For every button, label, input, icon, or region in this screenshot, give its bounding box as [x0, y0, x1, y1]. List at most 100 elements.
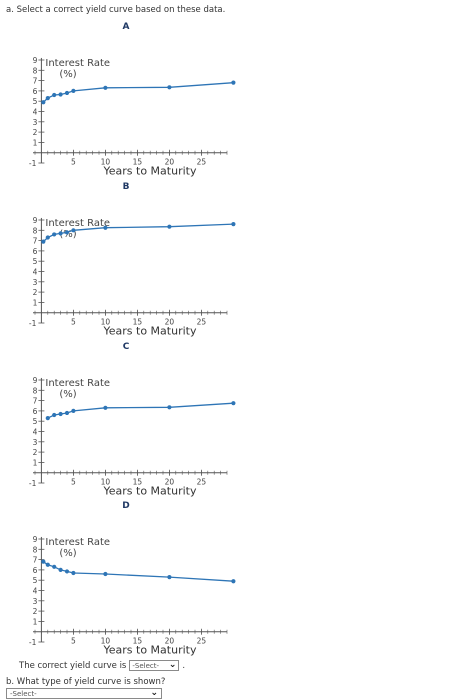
y-tick-label: -1	[29, 319, 37, 328]
data-point	[231, 222, 236, 227]
y-tick-label: 3	[33, 438, 38, 447]
y-tick-label: -1	[29, 159, 37, 168]
x-tick-label: 20	[165, 158, 175, 167]
y-tick-label: 4	[33, 108, 38, 117]
x-tick-label: 5	[71, 318, 76, 327]
x-tick-label: 10	[101, 318, 111, 327]
y-tick-label: 7	[33, 237, 38, 246]
y-tick-label: 2	[33, 288, 38, 297]
x-tick-label: 25	[197, 478, 207, 487]
y-tick-label: -1	[29, 479, 37, 488]
y-tick-label: -1	[29, 638, 37, 647]
y-tick-label: 3	[33, 597, 38, 606]
x-tick-label: 10	[101, 478, 111, 487]
y-tick-label: 4	[33, 268, 38, 277]
chart-title: C	[123, 342, 130, 352]
data-point	[231, 80, 236, 85]
y-tick-label: 1	[33, 617, 38, 626]
x-tick-label: 20	[165, 637, 175, 646]
data-point	[52, 232, 57, 237]
y-tick-label: 3	[33, 118, 38, 127]
y-tick-label: 7	[33, 77, 38, 86]
data-point	[103, 571, 108, 577]
y-tick-label: 5	[33, 97, 38, 106]
y-tick-label: 8	[33, 545, 38, 554]
data-point	[41, 559, 46, 564]
data-point	[167, 575, 172, 580]
y-tick-label: 5	[33, 257, 38, 266]
data-point	[58, 92, 63, 97]
data-point	[45, 416, 50, 421]
question-a-text: a. Select a correct yield curve based on…	[6, 5, 226, 15]
y-axis-label-unit: (%)	[59, 389, 76, 400]
data-point	[45, 96, 50, 101]
y-axis-label: Interest Rate	[45, 218, 110, 229]
y-tick-label: 9	[33, 376, 38, 385]
x-tick-label: 15	[133, 637, 143, 646]
x-axis-label: Years to Maturity	[103, 165, 197, 178]
data-point	[71, 88, 76, 93]
y-axis-label: Interest Rate	[45, 378, 110, 389]
y-tick-label: 6	[33, 407, 38, 416]
correct-curve-select[interactable]: -Select- ⌄	[129, 660, 180, 671]
x-tick-label: 25	[197, 158, 207, 167]
data-point	[231, 401, 236, 406]
y-tick-label: 3	[33, 278, 38, 287]
y-tick-label: 6	[33, 566, 38, 575]
answer-suffix: .	[182, 660, 186, 671]
series-line	[42, 561, 234, 582]
data-point	[167, 85, 172, 90]
answer-prefix: The correct yield curve is	[19, 660, 127, 671]
x-tick-label: 10	[101, 158, 111, 167]
y-tick-label: 8	[33, 66, 38, 75]
x-tick-label: 25	[197, 637, 207, 646]
y-tick-label: 4	[33, 587, 38, 596]
data-point	[71, 228, 76, 233]
data-point	[103, 85, 108, 90]
x-tick-label: 25	[197, 318, 207, 327]
y-tick-label: 2	[33, 128, 38, 137]
data-point	[58, 231, 63, 236]
data-point	[64, 230, 70, 235]
y-tick-label: 8	[33, 226, 38, 235]
data-point	[45, 235, 50, 240]
x-tick-label: 20	[165, 478, 175, 487]
y-tick-label: 5	[33, 417, 38, 426]
x-tick-label: 5	[71, 637, 76, 646]
y-tick-label: 4	[33, 428, 38, 437]
y-tick-label: 9	[33, 56, 38, 65]
chart-title: B	[123, 182, 130, 192]
y-axis-label: Interest Rate	[45, 537, 110, 548]
y-tick-label: 6	[33, 87, 38, 96]
x-tick-label: 15	[133, 158, 143, 167]
y-tick-label: 9	[33, 535, 38, 544]
question-b-text: b. What type of yield curve is shown?	[6, 677, 166, 687]
y-tick-label: 1	[33, 138, 38, 147]
x-axis-label: Years to Maturity	[103, 644, 197, 657]
y-tick-label: 2	[33, 448, 38, 457]
y-axis-label-unit: (%)	[59, 69, 76, 80]
data-point	[41, 100, 46, 105]
x-tick-label: 20	[165, 318, 175, 327]
curve-type-select[interactable]: -Select- ⌄	[6, 688, 162, 699]
y-axis-label-unit: (%)	[59, 548, 76, 559]
data-point	[41, 239, 46, 244]
y-tick-label: 8	[33, 386, 38, 395]
y-tick-label: 1	[33, 298, 38, 307]
chart-title: D	[122, 501, 129, 511]
series-line	[42, 82, 234, 103]
curve-type-select-value: -Select-	[10, 689, 37, 698]
chevron-down-icon: ⌄	[150, 688, 158, 698]
data-point	[71, 570, 76, 576]
data-point	[167, 405, 172, 410]
x-axis-label: Years to Maturity	[103, 485, 197, 498]
answer-line: The correct yield curve is -Select- ⌄ .	[19, 660, 185, 671]
data-point	[52, 564, 57, 569]
data-point	[58, 411, 63, 417]
data-point	[103, 225, 108, 230]
y-tick-label: 6	[33, 247, 38, 256]
correct-curve-select-value: -Select-	[132, 661, 160, 670]
y-tick-label: 5	[33, 576, 38, 585]
